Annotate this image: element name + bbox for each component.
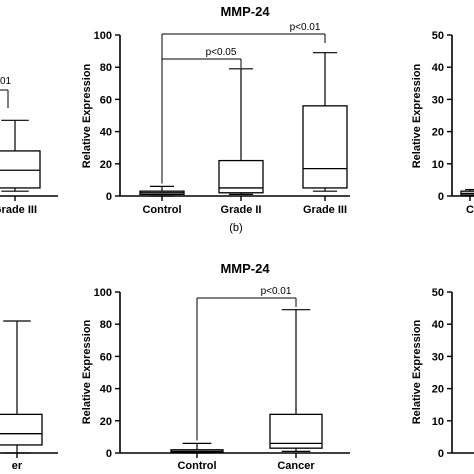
y-tick-label: 10 bbox=[432, 159, 444, 171]
y-tick-label: 40 bbox=[432, 62, 444, 74]
x-tick-label: er bbox=[12, 460, 23, 472]
x-tick-label: Grade III bbox=[0, 204, 37, 216]
axes: er bbox=[0, 452, 58, 472]
y-tick-label: 0 bbox=[438, 191, 444, 203]
box bbox=[0, 150, 41, 189]
x-tick-label: Control bbox=[142, 204, 181, 216]
boxes bbox=[170, 309, 323, 454]
y-tick-label: 0 bbox=[438, 448, 444, 460]
chart-top-right-partial: Relative Expression 0 10 20 30 40 50 C bbox=[411, 30, 474, 216]
y-tick-label: 80 bbox=[100, 319, 112, 331]
annotation-fragment: 01 bbox=[0, 76, 12, 108]
y-tick-label: 60 bbox=[100, 94, 112, 106]
annotation-label: 01 bbox=[0, 76, 12, 87]
y-tick-label: 30 bbox=[432, 94, 444, 106]
x-tick-label: Grade III bbox=[303, 204, 347, 216]
axes: 0 20 40 60 80 100 Control Grade II Grade III bbox=[94, 30, 350, 216]
y-tick-label: 0 bbox=[106, 448, 112, 460]
y-tick-label: 60 bbox=[100, 351, 112, 363]
y-tick-label: 40 bbox=[432, 319, 444, 331]
significance-label: p<0.01 bbox=[290, 22, 321, 33]
y-tick-label: 30 bbox=[432, 351, 444, 363]
x-tick-label: Grade II bbox=[221, 204, 262, 216]
box bbox=[0, 413, 43, 446]
figure-caption: (b) bbox=[229, 222, 242, 234]
y-axis-label: Relative Expression bbox=[81, 319, 93, 424]
y-tick-label: 10 bbox=[432, 416, 444, 428]
box bbox=[218, 159, 264, 194]
significance-label: p<0.01 bbox=[261, 286, 292, 297]
y-tick-label: 100 bbox=[94, 30, 112, 42]
axes: 0 10 20 30 40 50 C bbox=[432, 30, 474, 216]
chart-bottom-center: MMP-24 Relative Expression 0 20 40 60 80 100 C… bbox=[81, 261, 350, 472]
boxes bbox=[0, 320, 43, 454]
y-axis-label: Relative Expression bbox=[411, 63, 423, 168]
significance-label: p<0.05 bbox=[206, 47, 237, 58]
boxes bbox=[0, 119, 41, 192]
y-tick-label: 50 bbox=[432, 30, 444, 42]
y-tick-label: 20 bbox=[100, 416, 112, 428]
y-axis-label: Relative Expression bbox=[411, 319, 423, 424]
y-tick-label: 20 bbox=[432, 127, 444, 139]
chart-top-left-partial: Grade III 01 bbox=[0, 76, 58, 216]
y-tick-label: 40 bbox=[100, 127, 112, 139]
axes: 0 10 20 30 40 50 bbox=[432, 287, 474, 460]
box bbox=[302, 105, 348, 189]
boxes bbox=[139, 52, 348, 197]
axes: 0 20 40 60 80 100 Control Cancer bbox=[94, 287, 350, 472]
chart-title: MMP-24 bbox=[220, 261, 270, 276]
box bbox=[269, 413, 323, 449]
y-axis-label: Relative Expression bbox=[81, 63, 93, 168]
x-tick-label: C bbox=[466, 204, 474, 216]
y-tick-label: 100 bbox=[94, 287, 112, 299]
boxes bbox=[460, 188, 474, 197]
y-tick-label: 20 bbox=[100, 159, 112, 171]
chart-title: MMP-24 bbox=[220, 4, 270, 19]
annotations: p<0.01 bbox=[196, 286, 297, 441]
chart-top-center: MMP-24 Relative Expression (b) 0 20 40 60 80… bbox=[81, 4, 350, 234]
axes: Grade III bbox=[0, 195, 58, 216]
y-tick-label: 50 bbox=[432, 287, 444, 299]
annotations: p<0.05 p<0.01 bbox=[161, 22, 326, 184]
chart-bottom-right-partial: Relative Expression 0 10 20 30 40 50 bbox=[411, 287, 474, 460]
y-tick-label: 80 bbox=[100, 62, 112, 74]
chart-bottom-left-partial: er bbox=[0, 320, 58, 472]
y-tick-label: 40 bbox=[100, 384, 112, 396]
x-tick-label: Control bbox=[177, 460, 216, 472]
y-tick-label: 20 bbox=[432, 384, 444, 396]
y-tick-label: 0 bbox=[106, 191, 112, 203]
x-tick-label: Cancer bbox=[277, 460, 315, 472]
